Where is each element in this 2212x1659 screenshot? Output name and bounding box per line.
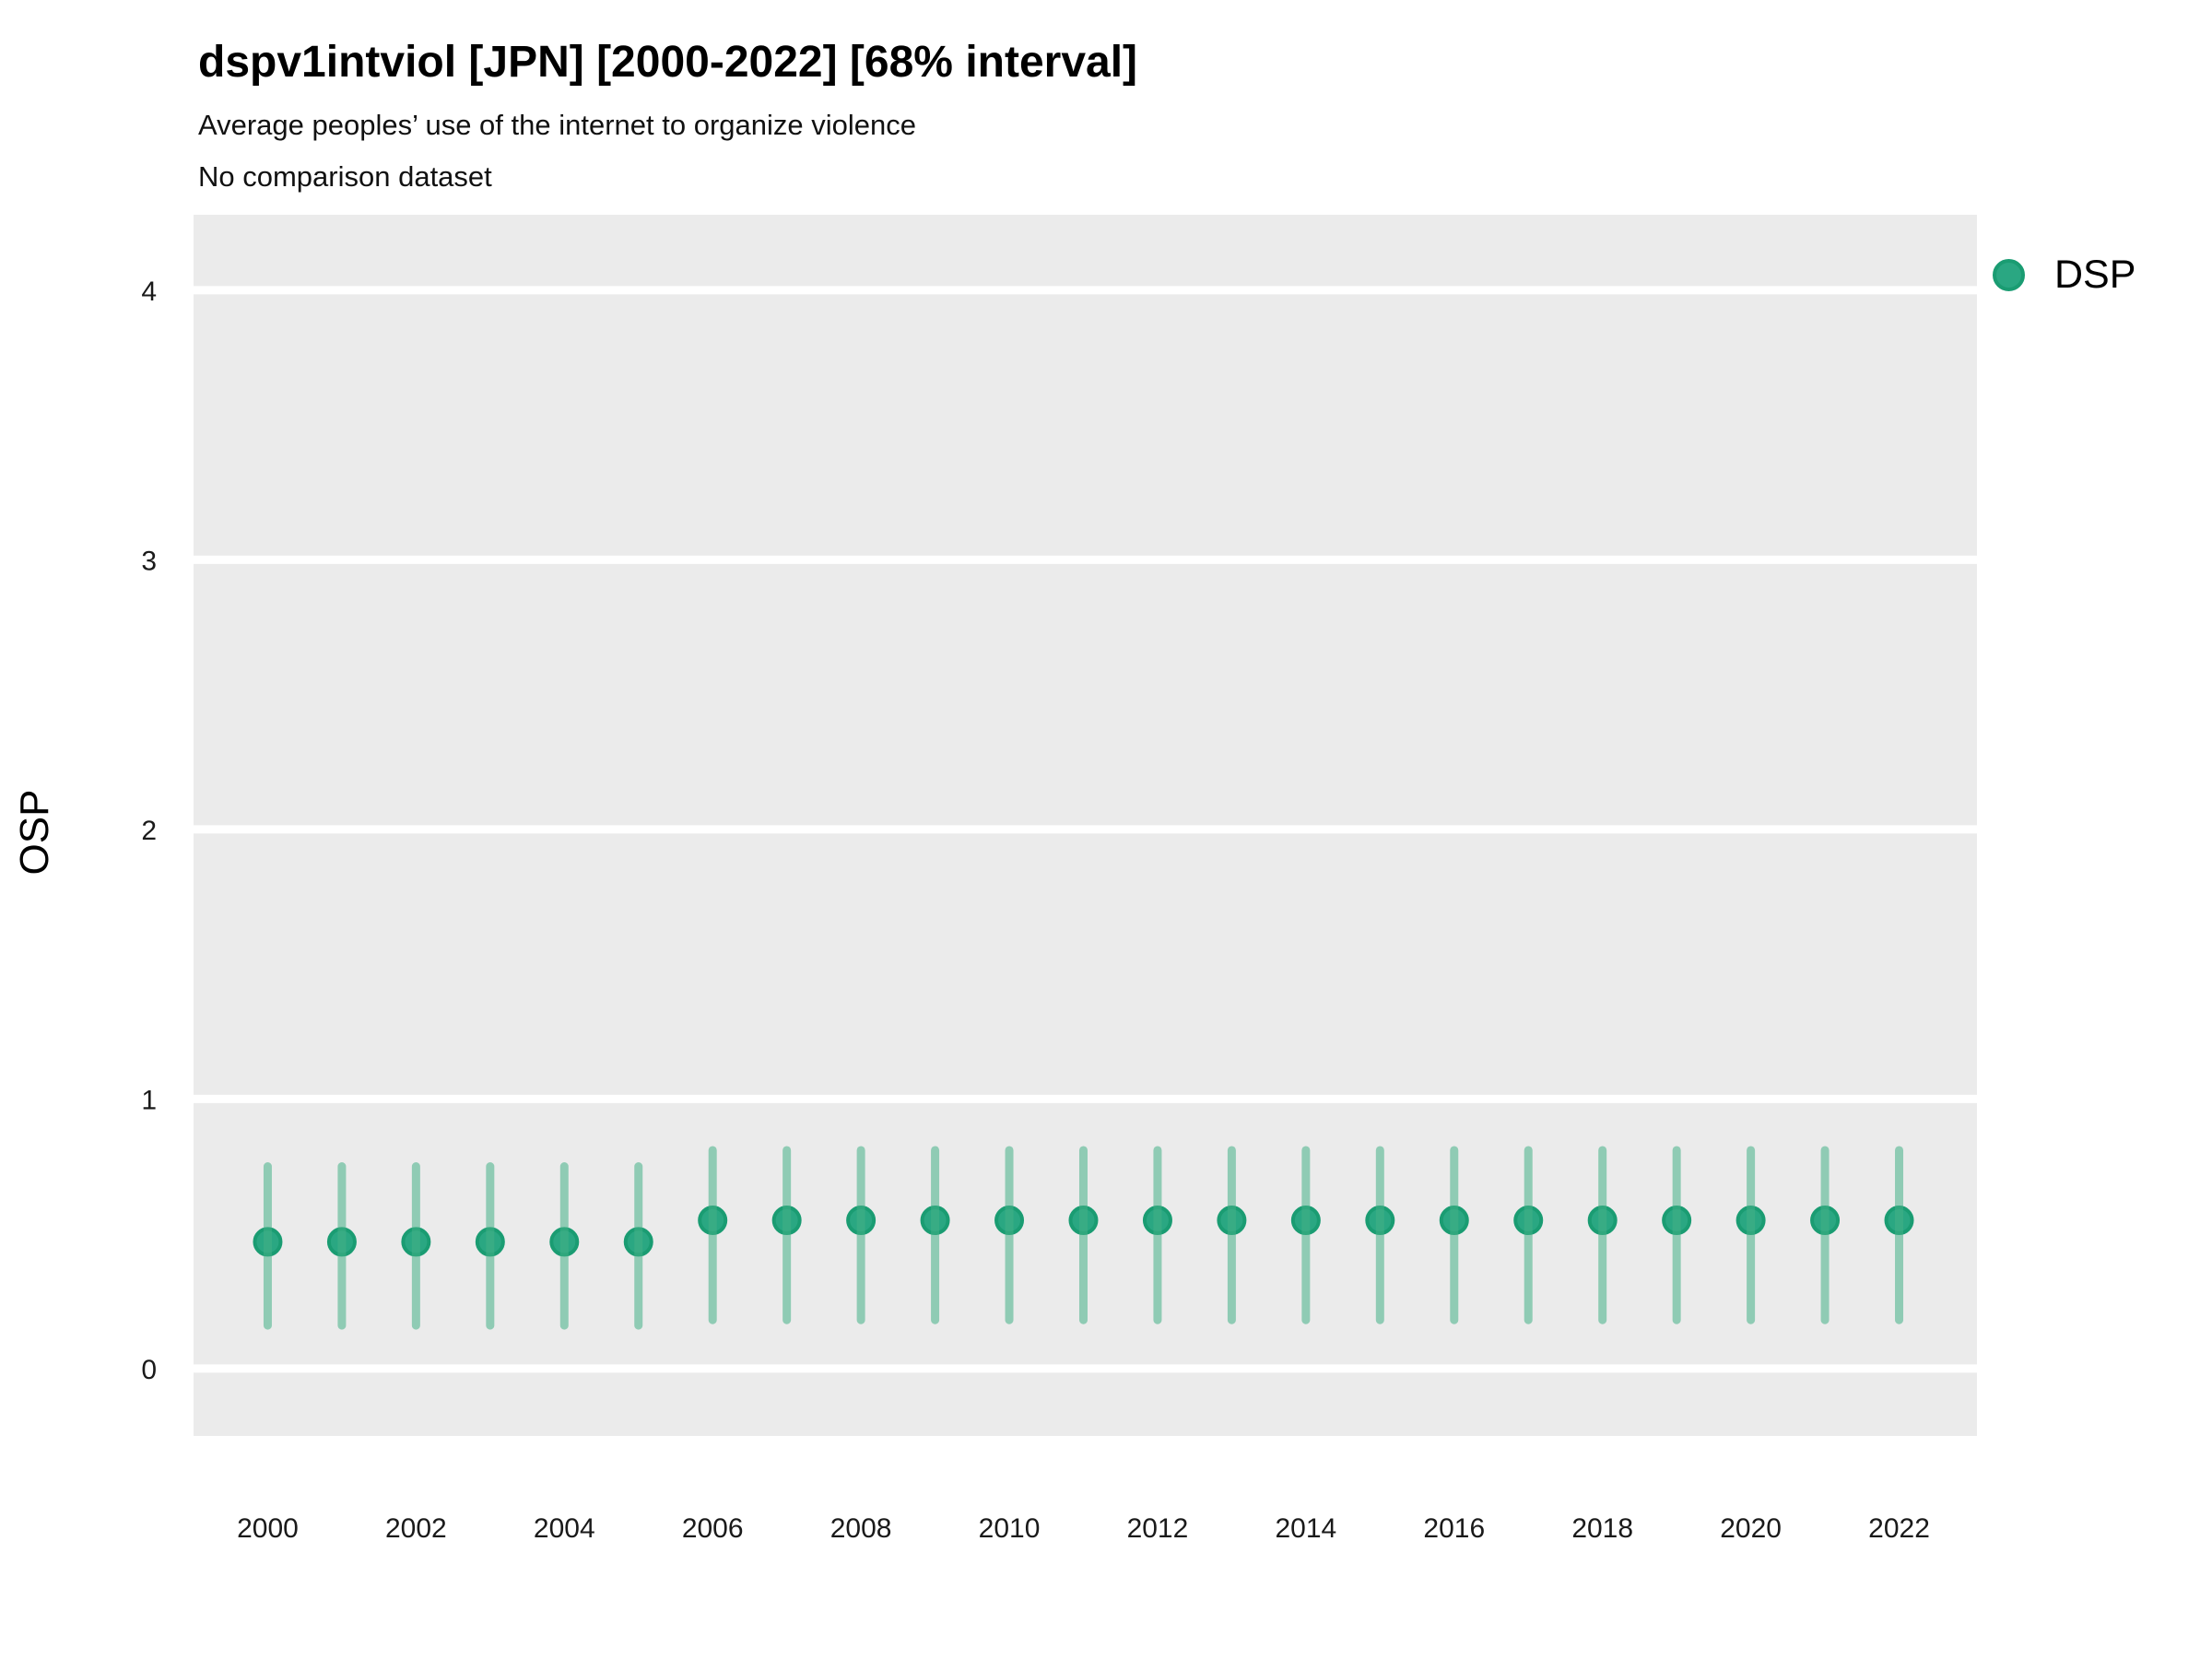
x-tick-label: 2004	[534, 1513, 595, 1544]
legend-marker-circle-icon	[1993, 258, 2025, 291]
x-tick-label: 2008	[830, 1513, 892, 1544]
x-tick-label: 2018	[1571, 1513, 1633, 1544]
x-tick-label: 2012	[1127, 1513, 1189, 1544]
x-tick-label: 2022	[1868, 1513, 1930, 1544]
y-tick-label: 1	[141, 1085, 157, 1115]
chart-subtitle: Average peoples’ use of the internet to …	[198, 109, 916, 141]
y-axis-title: OSP	[12, 789, 57, 876]
legend: DSP	[1993, 251, 2136, 299]
x-tick-label: 2014	[1275, 1513, 1336, 1544]
chart-title: dspv1intviol [JPN] [2000-2022] [68% inte…	[198, 38, 1138, 87]
y-tick-label: 2	[141, 816, 157, 846]
x-tick-label: 2010	[979, 1513, 1041, 1544]
x-tick-label: 2000	[237, 1513, 299, 1544]
x-tick-label: 2006	[682, 1513, 744, 1544]
y-tick-label: 3	[141, 546, 157, 576]
chart-comparison-note: No comparison dataset	[198, 160, 492, 193]
x-tick-label: 2020	[1720, 1513, 1782, 1544]
legend-label: DSP	[2054, 252, 2136, 297]
y-tick-label: 0	[141, 1355, 157, 1385]
x-tick-label: 2002	[385, 1513, 447, 1544]
x-tick-label: 2016	[1423, 1513, 1485, 1544]
y-tick-label: 4	[141, 276, 157, 307]
